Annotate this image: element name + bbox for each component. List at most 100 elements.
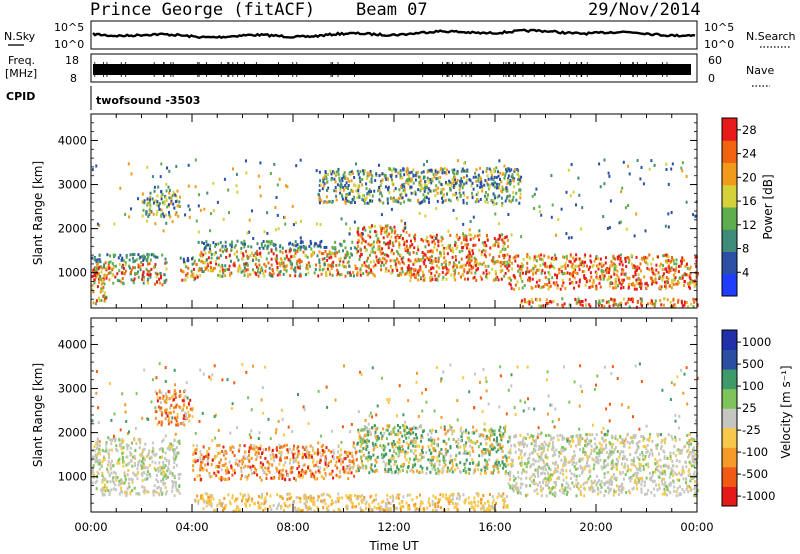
heatmap-cell [289,258,291,261]
heatmap-cell [363,226,366,230]
heatmap-cell [584,283,587,287]
heatmap-cell [409,198,412,202]
heatmap-cell [495,442,498,446]
heatmap-cell [311,460,314,464]
heatmap-cell [334,246,337,250]
heatmap-cell [425,264,427,268]
heatmap-cell [453,168,456,172]
heatmap-cell [212,181,215,185]
heatmap-cell [158,390,161,394]
heatmap-cell [384,269,387,273]
power-colorbar-tick-label: 28 [742,123,757,137]
power-colorbar-tick-label: 12 [742,218,757,232]
heatmap-cell [175,211,178,215]
heatmap-cell [503,427,506,431]
heatmap-cell [278,272,281,276]
heatmap-cell [126,473,129,477]
heatmap-cell [351,460,354,464]
heatmap-cell [108,266,111,270]
heatmap-cell [616,273,619,277]
heatmap-cell [429,261,432,265]
heatmap-cell [168,211,170,214]
heatmap-cell [501,261,504,265]
heatmap-cell [581,270,584,273]
heatmap-cell [406,249,409,252]
heatmap-cell [422,430,424,434]
heatmap-cell [130,268,133,272]
heatmap-cell [407,258,410,262]
heatmap-cell [507,167,510,171]
heatmap-cell [282,463,285,467]
heatmap-cell [178,200,181,204]
heatmap-cell [442,469,445,473]
heatmap-cell [105,447,108,451]
heatmap-cell [372,448,375,452]
heatmap-cell [499,177,501,181]
heatmap-cell [331,469,334,473]
heatmap-cell [387,468,390,472]
heatmap-cell [442,275,445,279]
heatmap-cell [189,407,192,411]
heatmap-cell [522,257,525,261]
heatmap-cell [123,474,126,478]
heatmap-cell [165,477,168,481]
heatmap-cell [518,178,521,182]
heatmap-cell [95,487,98,491]
heatmap-cell [473,262,476,266]
heatmap-cell [364,464,367,468]
heatmap-cell [312,449,314,452]
heatmap-cell [217,465,220,469]
heatmap-cell [366,430,369,434]
heatmap-cell [279,473,282,477]
heatmap-cell [513,168,516,172]
heatmap-cell [480,277,483,281]
heatmap-cell [393,448,396,452]
heatmap-cell [391,241,394,245]
heatmap-cell [404,226,407,230]
heatmap-cell [324,474,327,477]
heatmap-cell [445,246,448,250]
heatmap-cell [254,251,257,255]
heatmap-cell [560,269,563,273]
freq-bottom-tick: 8 [70,72,77,85]
heatmap-cell [286,448,289,452]
heatmap-cell [255,445,258,449]
heatmap-cell [434,462,436,466]
heatmap-cell [445,265,447,269]
heatmap-cell [175,164,178,168]
heatmap-cell [255,450,258,454]
heatmap-cell [627,299,630,303]
heatmap-cell [537,268,540,272]
heatmap-cell [691,476,694,480]
heatmap-cell [694,255,697,259]
heatmap-cell [326,188,328,192]
heatmap-cell [407,270,410,274]
heatmap-cell [372,260,375,264]
heatmap-cell [227,188,230,192]
heatmap-cell [252,268,254,272]
heatmap-cell [362,466,365,470]
heatmap-cell [602,270,605,273]
heatmap-cell [466,451,469,455]
heatmap-cell [182,408,185,412]
heatmap-cell [108,493,111,496]
heatmap-cell [686,266,689,270]
heatmap-cell [310,469,313,473]
heatmap-cell [324,170,327,173]
heatmap-cell [391,169,394,173]
heatmap-cell [128,485,131,489]
heatmap-cell [420,238,423,241]
heatmap-cell [368,188,371,192]
heatmap-cell [480,180,483,184]
heatmap-cell [186,256,189,260]
heatmap-cell [313,475,316,479]
heatmap-cell [341,179,344,183]
heatmap-cell [683,303,686,307]
heatmap-cell [125,493,128,497]
heatmap-cell [294,459,297,463]
heatmap-cell [425,196,428,200]
heatmap-cell [571,281,574,285]
heatmap-cell [432,259,435,263]
heatmap-cell [566,264,569,268]
heatmap-cell [422,187,425,191]
